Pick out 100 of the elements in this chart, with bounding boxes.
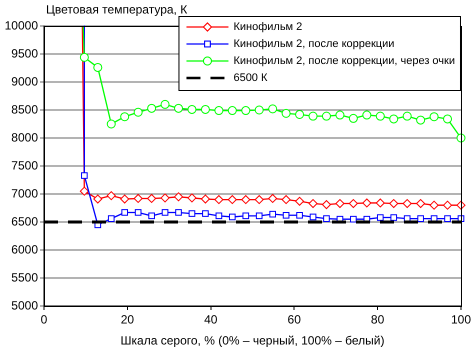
point xyxy=(376,198,385,208)
legend-label: Кинофильм 2 xyxy=(233,21,302,34)
point xyxy=(322,112,331,121)
point xyxy=(335,199,344,208)
point xyxy=(80,186,89,196)
y-tick-label: 7500 xyxy=(11,158,38,172)
point xyxy=(389,199,398,208)
point xyxy=(174,192,184,202)
point xyxy=(376,214,384,221)
point xyxy=(187,193,196,202)
point xyxy=(106,191,116,200)
point xyxy=(81,172,88,179)
point xyxy=(188,210,196,217)
y-tick-label: 9000 xyxy=(11,74,38,88)
y-tick-label: 6000 xyxy=(11,242,38,256)
point xyxy=(323,215,330,222)
point xyxy=(282,108,291,118)
legend-label: Кинофильм 2, после коррекции, через очки xyxy=(233,55,455,68)
point xyxy=(443,200,452,210)
point xyxy=(402,199,412,208)
point xyxy=(335,110,344,120)
point xyxy=(256,212,263,220)
point xyxy=(376,112,385,121)
point xyxy=(187,104,196,114)
point xyxy=(268,104,278,114)
point xyxy=(241,195,250,204)
point xyxy=(390,214,398,221)
point xyxy=(430,112,439,122)
point xyxy=(200,194,210,204)
point xyxy=(216,212,222,220)
point xyxy=(80,52,89,62)
point xyxy=(175,209,182,216)
y-tick-label: 6500 xyxy=(11,214,38,228)
point xyxy=(308,112,318,121)
point xyxy=(147,194,156,203)
point xyxy=(296,212,303,219)
point xyxy=(282,212,290,219)
legend-label: 6500 К xyxy=(233,72,268,84)
x-tick-label: 40 xyxy=(204,312,218,327)
point xyxy=(214,195,224,204)
point xyxy=(416,116,426,125)
point xyxy=(310,214,316,220)
point xyxy=(228,106,237,116)
y-tick-label: 10000 xyxy=(4,18,38,32)
x-tick-label: 60 xyxy=(288,312,302,327)
y-tick-label: 9500 xyxy=(11,46,38,60)
y-tick-label: 8000 xyxy=(11,130,38,144)
point xyxy=(174,104,184,113)
point xyxy=(322,200,331,210)
point xyxy=(120,194,130,204)
point xyxy=(214,106,224,116)
point xyxy=(134,108,143,117)
point xyxy=(308,199,318,208)
point xyxy=(416,199,426,208)
y-tick-label: 5000 xyxy=(11,298,38,312)
point xyxy=(106,120,116,128)
point xyxy=(160,193,170,202)
point xyxy=(348,199,358,208)
point xyxy=(93,62,102,72)
point xyxy=(350,216,357,223)
point xyxy=(362,198,372,208)
point xyxy=(362,110,372,120)
point xyxy=(417,215,424,222)
point xyxy=(348,114,358,123)
point xyxy=(268,194,278,203)
x-tick-label: 20 xyxy=(120,312,134,327)
point xyxy=(108,215,115,222)
point xyxy=(269,210,276,218)
point xyxy=(162,209,168,216)
point xyxy=(242,212,250,220)
point xyxy=(202,210,209,217)
y-axis-title: Цветовая температура, К xyxy=(46,2,188,16)
y-tick-label: 5500 xyxy=(11,270,38,284)
y-tick-label: 8500 xyxy=(11,102,38,116)
point xyxy=(93,194,102,204)
point xyxy=(282,195,291,204)
x-axis-title: Шкала серого, % (0% – черный, 100% – белый) xyxy=(120,333,384,348)
point xyxy=(228,195,237,204)
point xyxy=(121,209,128,216)
point xyxy=(295,110,304,119)
point xyxy=(443,114,452,124)
point xyxy=(160,100,170,109)
point xyxy=(254,106,264,114)
point xyxy=(147,104,156,113)
point xyxy=(241,106,250,116)
point xyxy=(402,112,412,121)
point xyxy=(228,214,236,220)
point xyxy=(389,114,398,124)
point xyxy=(444,215,451,222)
legend-label: Кинофильм 2, после коррекции xyxy=(233,38,394,50)
point xyxy=(148,212,155,220)
y-tick-label: 7000 xyxy=(11,186,38,200)
x-tick-label: 0 xyxy=(40,312,48,327)
point xyxy=(134,194,143,203)
point xyxy=(134,209,142,216)
point xyxy=(254,195,264,204)
point xyxy=(200,104,210,114)
x-tick-label: 100 xyxy=(450,312,472,327)
point xyxy=(120,112,130,122)
point xyxy=(430,200,439,210)
